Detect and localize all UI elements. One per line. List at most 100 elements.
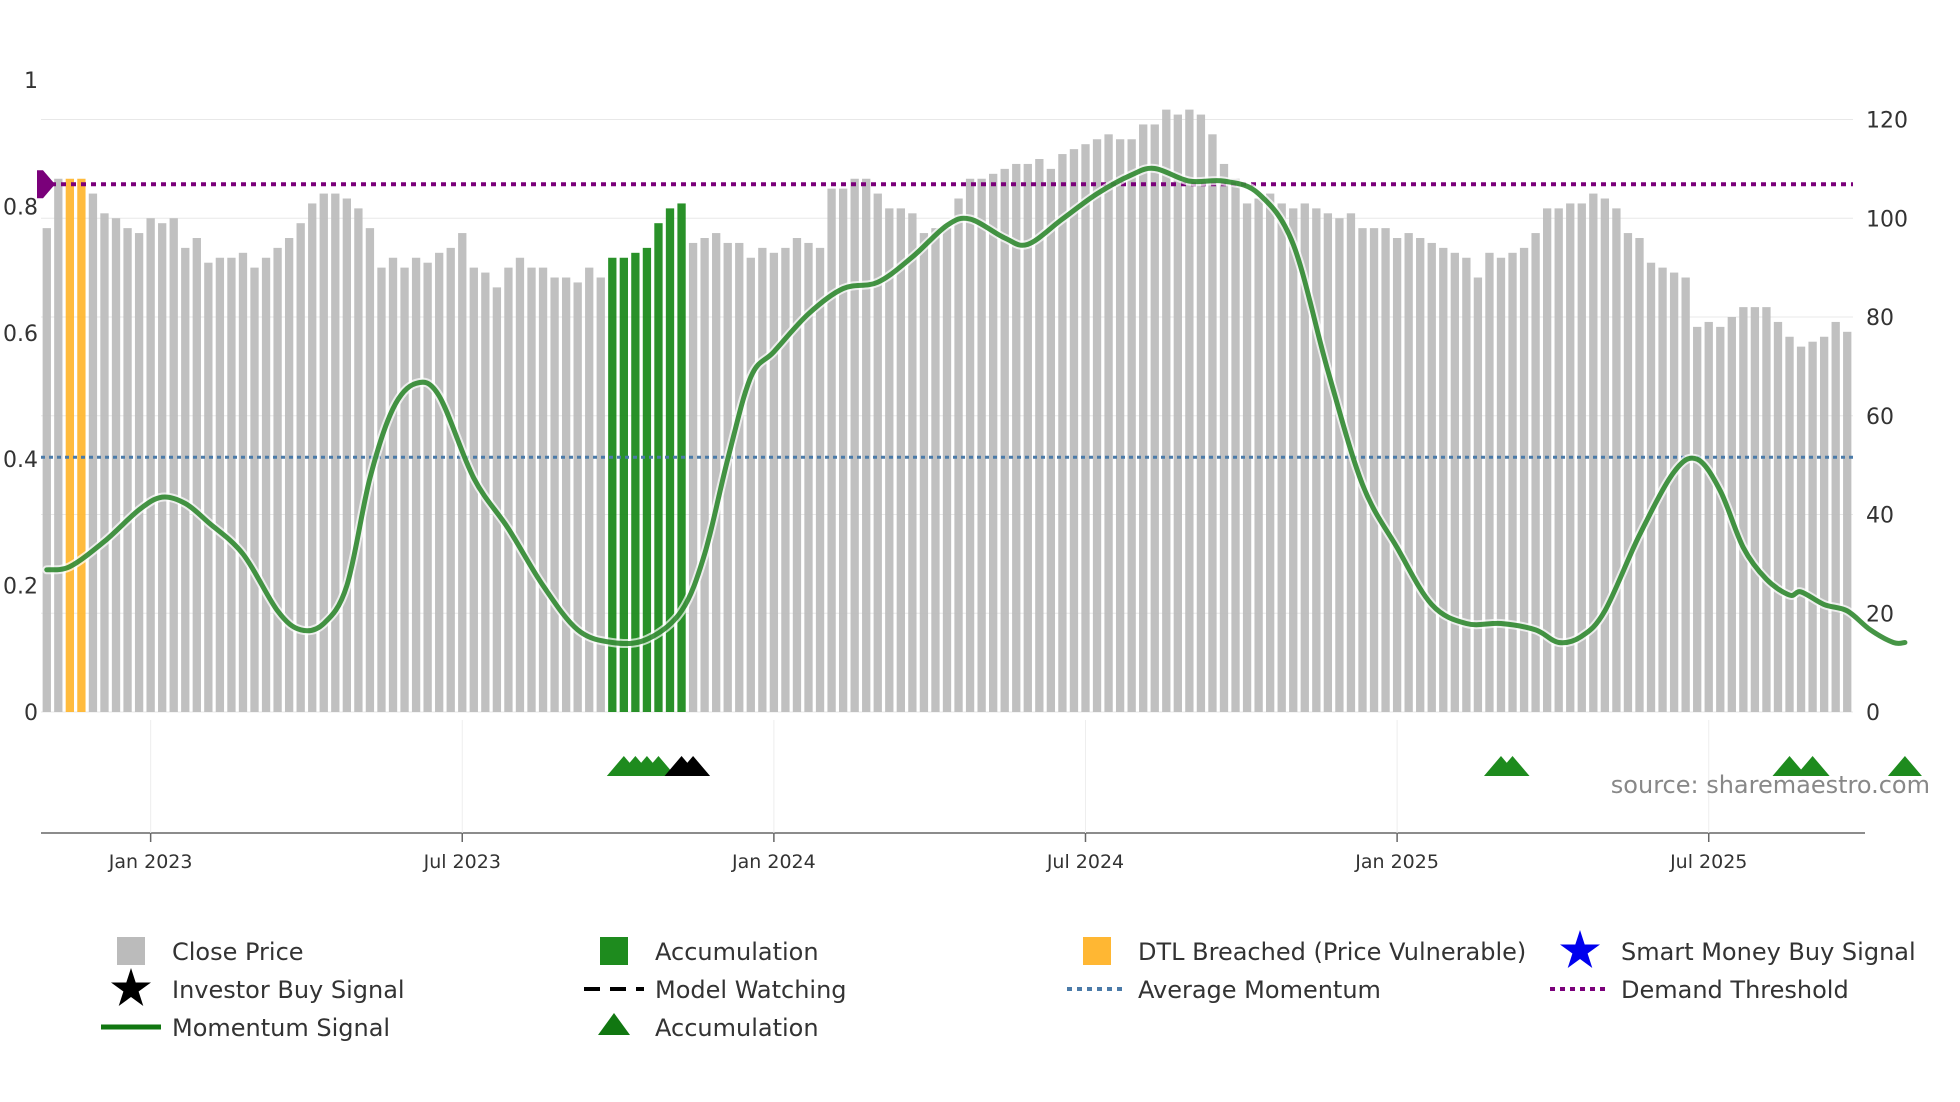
legend-label-avgmom: Average Momentum	[1138, 976, 1381, 1004]
legend-label-accum: Accumulation	[655, 938, 819, 966]
price-bar-56	[688, 242, 698, 712]
price-bar-51	[631, 252, 640, 712]
price-bar-58	[712, 233, 721, 712]
price-bar-34	[435, 252, 444, 712]
price-bar-133	[1577, 203, 1586, 712]
signal-strip	[606, 756, 1922, 776]
price-bar-130	[1542, 208, 1552, 712]
price-bar-144	[1704, 321, 1713, 712]
price-bar-20	[273, 247, 282, 712]
price-bar-79	[954, 198, 963, 712]
price-bar-124	[1473, 277, 1483, 712]
legend-label-smart: Smart Money Buy Signal	[1621, 938, 1916, 966]
price-bar-101	[1208, 134, 1217, 712]
price-bar-154	[1819, 336, 1829, 712]
price-bar-68	[827, 188, 836, 712]
price-bar-52	[642, 247, 652, 712]
price-bar-153	[1808, 341, 1817, 712]
price-bar-48	[596, 277, 605, 712]
x-tick-label-2: Jan 2024	[731, 851, 816, 873]
price-bar-83	[1000, 168, 1009, 712]
price-bar-22	[296, 223, 305, 712]
price-bar-137	[1623, 233, 1633, 712]
price-bar-9	[146, 218, 155, 712]
price-bar-138	[1635, 238, 1644, 712]
price-bar-31	[400, 267, 409, 712]
price-bar-94	[1127, 139, 1136, 712]
price-bar-136	[1612, 208, 1621, 712]
price-bar-73	[885, 208, 894, 712]
price-bar-41	[515, 257, 525, 712]
price-bar-85	[1023, 163, 1032, 712]
legend-label-dtl: DTL Breached (Price Vulnerable)	[1138, 938, 1526, 966]
price-bar-129	[1531, 233, 1540, 712]
price-bar-37	[469, 267, 478, 712]
left-tick-label-1: 0.2	[3, 575, 38, 600]
price-bar-76	[919, 233, 929, 712]
price-bar-30	[388, 257, 398, 712]
axes: Jan 2023 Jul 2023 Jan 2024 Jul 2024 Jan 2025…	[3, 69, 1908, 873]
price-bar-78	[942, 228, 952, 712]
price-bar-35	[446, 247, 455, 712]
price-bar-122	[1450, 252, 1459, 712]
price-bar-74	[896, 208, 905, 712]
right-tick-label-4: 80	[1866, 306, 1894, 331]
price-bar-8	[134, 233, 144, 712]
price-bar-145	[1716, 326, 1725, 712]
price-bar-49	[608, 257, 617, 712]
legend: Close Price Accumulation DTL Breached (Pri…	[101, 930, 1916, 1042]
price-bar-65	[792, 238, 802, 712]
price-bar-98	[1173, 114, 1182, 712]
legend-item-dtl: DTL Breached (Price Vulnerable)	[1083, 937, 1526, 966]
price-bar-112	[1335, 218, 1344, 712]
price-bar-148	[1750, 307, 1760, 712]
investor-buy-marker-1	[676, 756, 711, 776]
price-bar-25	[331, 193, 340, 712]
price-bar-135	[1600, 198, 1610, 712]
price-bar-11	[169, 218, 178, 712]
legend-item-momentum: Momentum Signal	[101, 1014, 390, 1042]
left-tick-label-2: 0.4	[3, 448, 38, 473]
legend-swatch-accumtri	[598, 1013, 630, 1035]
price-bar-61	[746, 257, 755, 712]
price-bar-70	[850, 178, 859, 712]
reference-lines	[37, 170, 1853, 459]
price-bar-115	[1369, 228, 1379, 712]
price-bar-80	[965, 178, 975, 712]
price-bar-93	[1115, 139, 1125, 712]
price-bar-19	[261, 257, 271, 712]
price-bar-39	[492, 287, 502, 712]
price-bar-109	[1300, 203, 1309, 712]
price-bar-118	[1404, 233, 1413, 712]
price-bar-110	[1312, 208, 1321, 712]
price-bar-87	[1046, 168, 1056, 712]
price-bar-24	[319, 193, 328, 712]
price-bar-131	[1554, 208, 1563, 712]
price-bar-150	[1773, 321, 1783, 712]
price-bar-60	[735, 242, 744, 712]
legend-item-demand: Demand Threshold	[1550, 976, 1849, 1004]
price-bar-1	[54, 178, 63, 712]
price-bar-143	[1693, 326, 1702, 712]
price-bar-149	[1762, 307, 1771, 712]
price-bar-12	[181, 247, 190, 712]
price-bar-88	[1058, 154, 1067, 712]
price-bar-96	[1150, 124, 1159, 712]
right-tick-label-5: 100	[1866, 207, 1908, 232]
price-bar-7	[123, 228, 132, 712]
price-bar-155	[1831, 321, 1840, 712]
right-tick-label-1: 20	[1866, 602, 1894, 627]
price-bar-53	[654, 223, 663, 712]
price-bar-147	[1739, 307, 1748, 712]
price-bar-43	[538, 267, 548, 712]
right-tick-label-6: 120	[1866, 109, 1908, 134]
x-tick-label-3: Jul 2024	[1046, 851, 1124, 873]
demand-threshold-marker	[37, 170, 55, 199]
legend-swatch-accum	[600, 937, 628, 965]
price-bar-16	[227, 257, 236, 712]
source-label: source: sharemaestro.com	[1611, 771, 1930, 799]
price-bar-90	[1081, 144, 1090, 712]
price-bar-18	[250, 267, 259, 712]
price-bar-71	[862, 178, 871, 712]
